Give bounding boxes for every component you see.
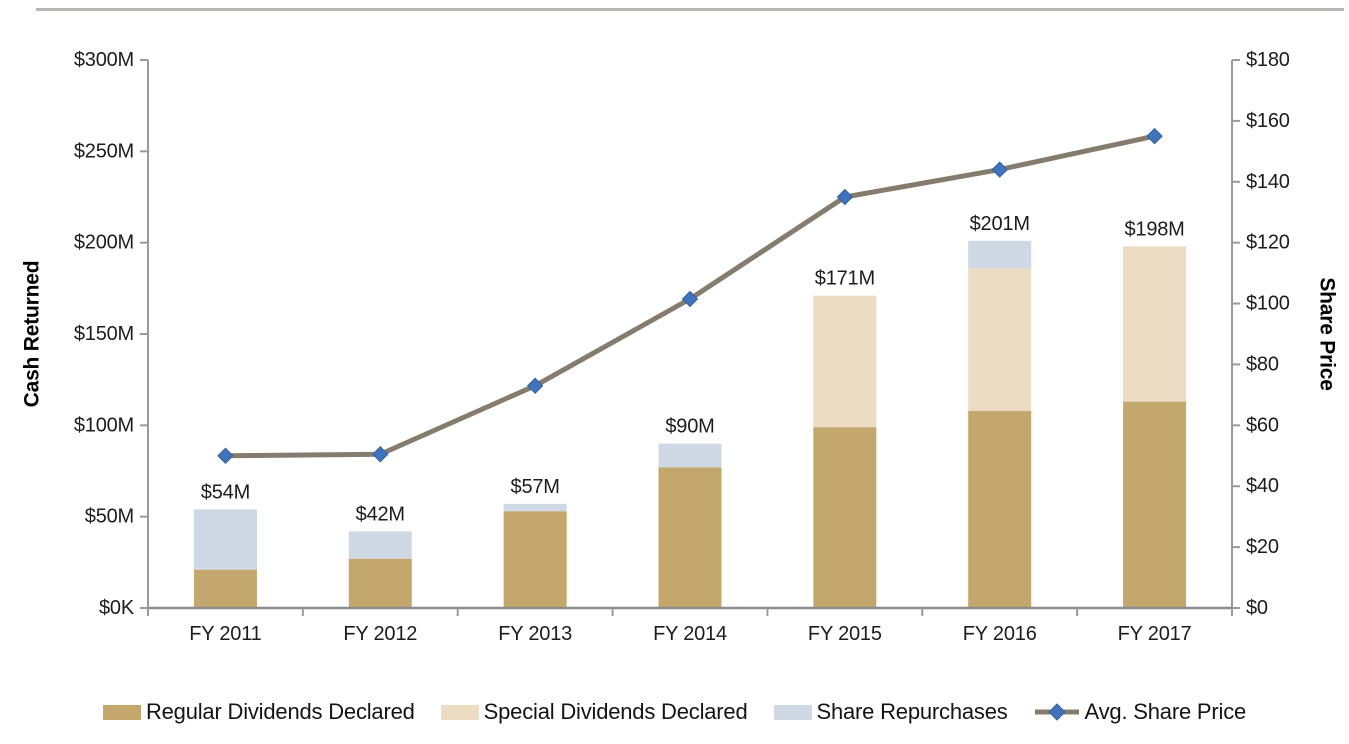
- bar-segment-special-dividends: [968, 268, 1032, 411]
- right-axis-tick-label: $160: [1246, 110, 1290, 132]
- legend-item-avg-share-price: Avg. Share Price: [1034, 699, 1246, 725]
- legend-label-avg-share-price: Avg. Share Price: [1084, 699, 1247, 724]
- left-axis-tick-label: $50M: [85, 506, 134, 528]
- bar-segment-regular-dividends: [658, 467, 722, 608]
- price-marker-diamond-icon: [526, 377, 544, 394]
- left-axis-tick-label: $300M: [74, 49, 134, 71]
- legend-item-regular-dividends: Regular Dividends Declared: [102, 699, 415, 725]
- price-marker-diamond-icon: [1146, 127, 1163, 145]
- top-divider: [36, 8, 1344, 11]
- legend-label-regular-dividends: Regular Dividends Declared: [145, 699, 415, 724]
- left-axis-title: Cash Returned: [21, 261, 44, 408]
- legend-label-special-dividends: Special Dividends Declared: [483, 699, 748, 724]
- bar-total-label: $201M: [970, 213, 1030, 235]
- legend-swatch-share-repurchases-icon: [773, 704, 812, 720]
- right-axis-tick-label: $0: [1246, 597, 1268, 619]
- price-marker-diamond-icon: [681, 290, 699, 308]
- bar-segment-regular-dividends: [968, 410, 1032, 608]
- x-axis-label: FY 2016: [963, 623, 1037, 645]
- right-axis-tick-label: $20: [1246, 536, 1279, 558]
- x-axis-label: FY 2013: [498, 623, 572, 645]
- right-axis-tick-label: $60: [1246, 414, 1279, 436]
- legend-label-share-repurchases: Share Repurchases: [816, 699, 1008, 724]
- bar-total-label: $90M: [665, 416, 714, 438]
- bar-total-label: $198M: [1124, 218, 1184, 240]
- bar-total-label: $57M: [511, 476, 560, 498]
- bar-segment-regular-dividends: [1123, 401, 1187, 608]
- x-axis-label: FY 2017: [1118, 623, 1192, 645]
- bar-segment-regular-dividends: [193, 569, 257, 608]
- right-axis-tick-label: $180: [1246, 49, 1290, 71]
- legend-item-special-dividends: Special Dividends Declared: [440, 699, 748, 725]
- price-marker-diamond-icon: [836, 188, 854, 206]
- bar-total-label: $171M: [815, 268, 875, 290]
- legend-swatch-regular-dividends-icon: [102, 704, 141, 720]
- left-axis-tick-label: $0K: [99, 597, 135, 619]
- legend: Regular Dividends Declared Special Divid…: [0, 699, 1349, 725]
- bar-segment-special-dividends: [1123, 246, 1187, 402]
- bar-segment-share-repurchases: [658, 443, 722, 468]
- x-axis-label: FY 2012: [343, 623, 417, 645]
- bar-segment-share-repurchases: [348, 531, 412, 559]
- left-axis-tick-label: $100M: [74, 414, 134, 436]
- x-axis-label: FY 2014: [653, 623, 727, 645]
- price-marker-diamond-icon: [372, 446, 389, 463]
- legend-item-share-repurchases: Share Repurchases: [773, 699, 1008, 725]
- left-axis-tick-label: $250M: [74, 140, 134, 162]
- legend-swatch-special-dividends-icon: [440, 704, 479, 720]
- bar-segment-share-repurchases: [968, 240, 1032, 269]
- left-axis-tick-label: $200M: [74, 232, 134, 254]
- bar-segment-regular-dividends: [503, 511, 567, 608]
- left-axis-tick-label: $150M: [74, 323, 134, 345]
- right-axis-tick-label: $100: [1246, 293, 1290, 315]
- bar-segment-share-repurchases: [193, 509, 257, 570]
- right-axis-title: Share Price: [1316, 277, 1339, 390]
- right-axis-tick-label: $140: [1246, 171, 1290, 193]
- bar-segment-special-dividends: [813, 295, 877, 428]
- legend-line-sample-icon: [1034, 703, 1079, 721]
- bar-total-label: $54M: [201, 481, 250, 503]
- bar-total-label: $42M: [356, 503, 405, 525]
- bar-segment-regular-dividends: [813, 427, 877, 608]
- right-axis-tick-label: $120: [1246, 232, 1290, 254]
- price-marker-diamond-icon: [217, 447, 234, 464]
- bar-segment-share-repurchases: [503, 503, 567, 512]
- price-marker-diamond-icon: [991, 161, 1008, 178]
- right-axis-tick-label: $80: [1246, 353, 1279, 375]
- bar-segment-regular-dividends: [348, 558, 412, 608]
- right-axis-tick-label: $40: [1246, 475, 1279, 497]
- x-axis-label: FY 2011: [189, 623, 261, 645]
- x-axis-label: FY 2015: [808, 623, 882, 645]
